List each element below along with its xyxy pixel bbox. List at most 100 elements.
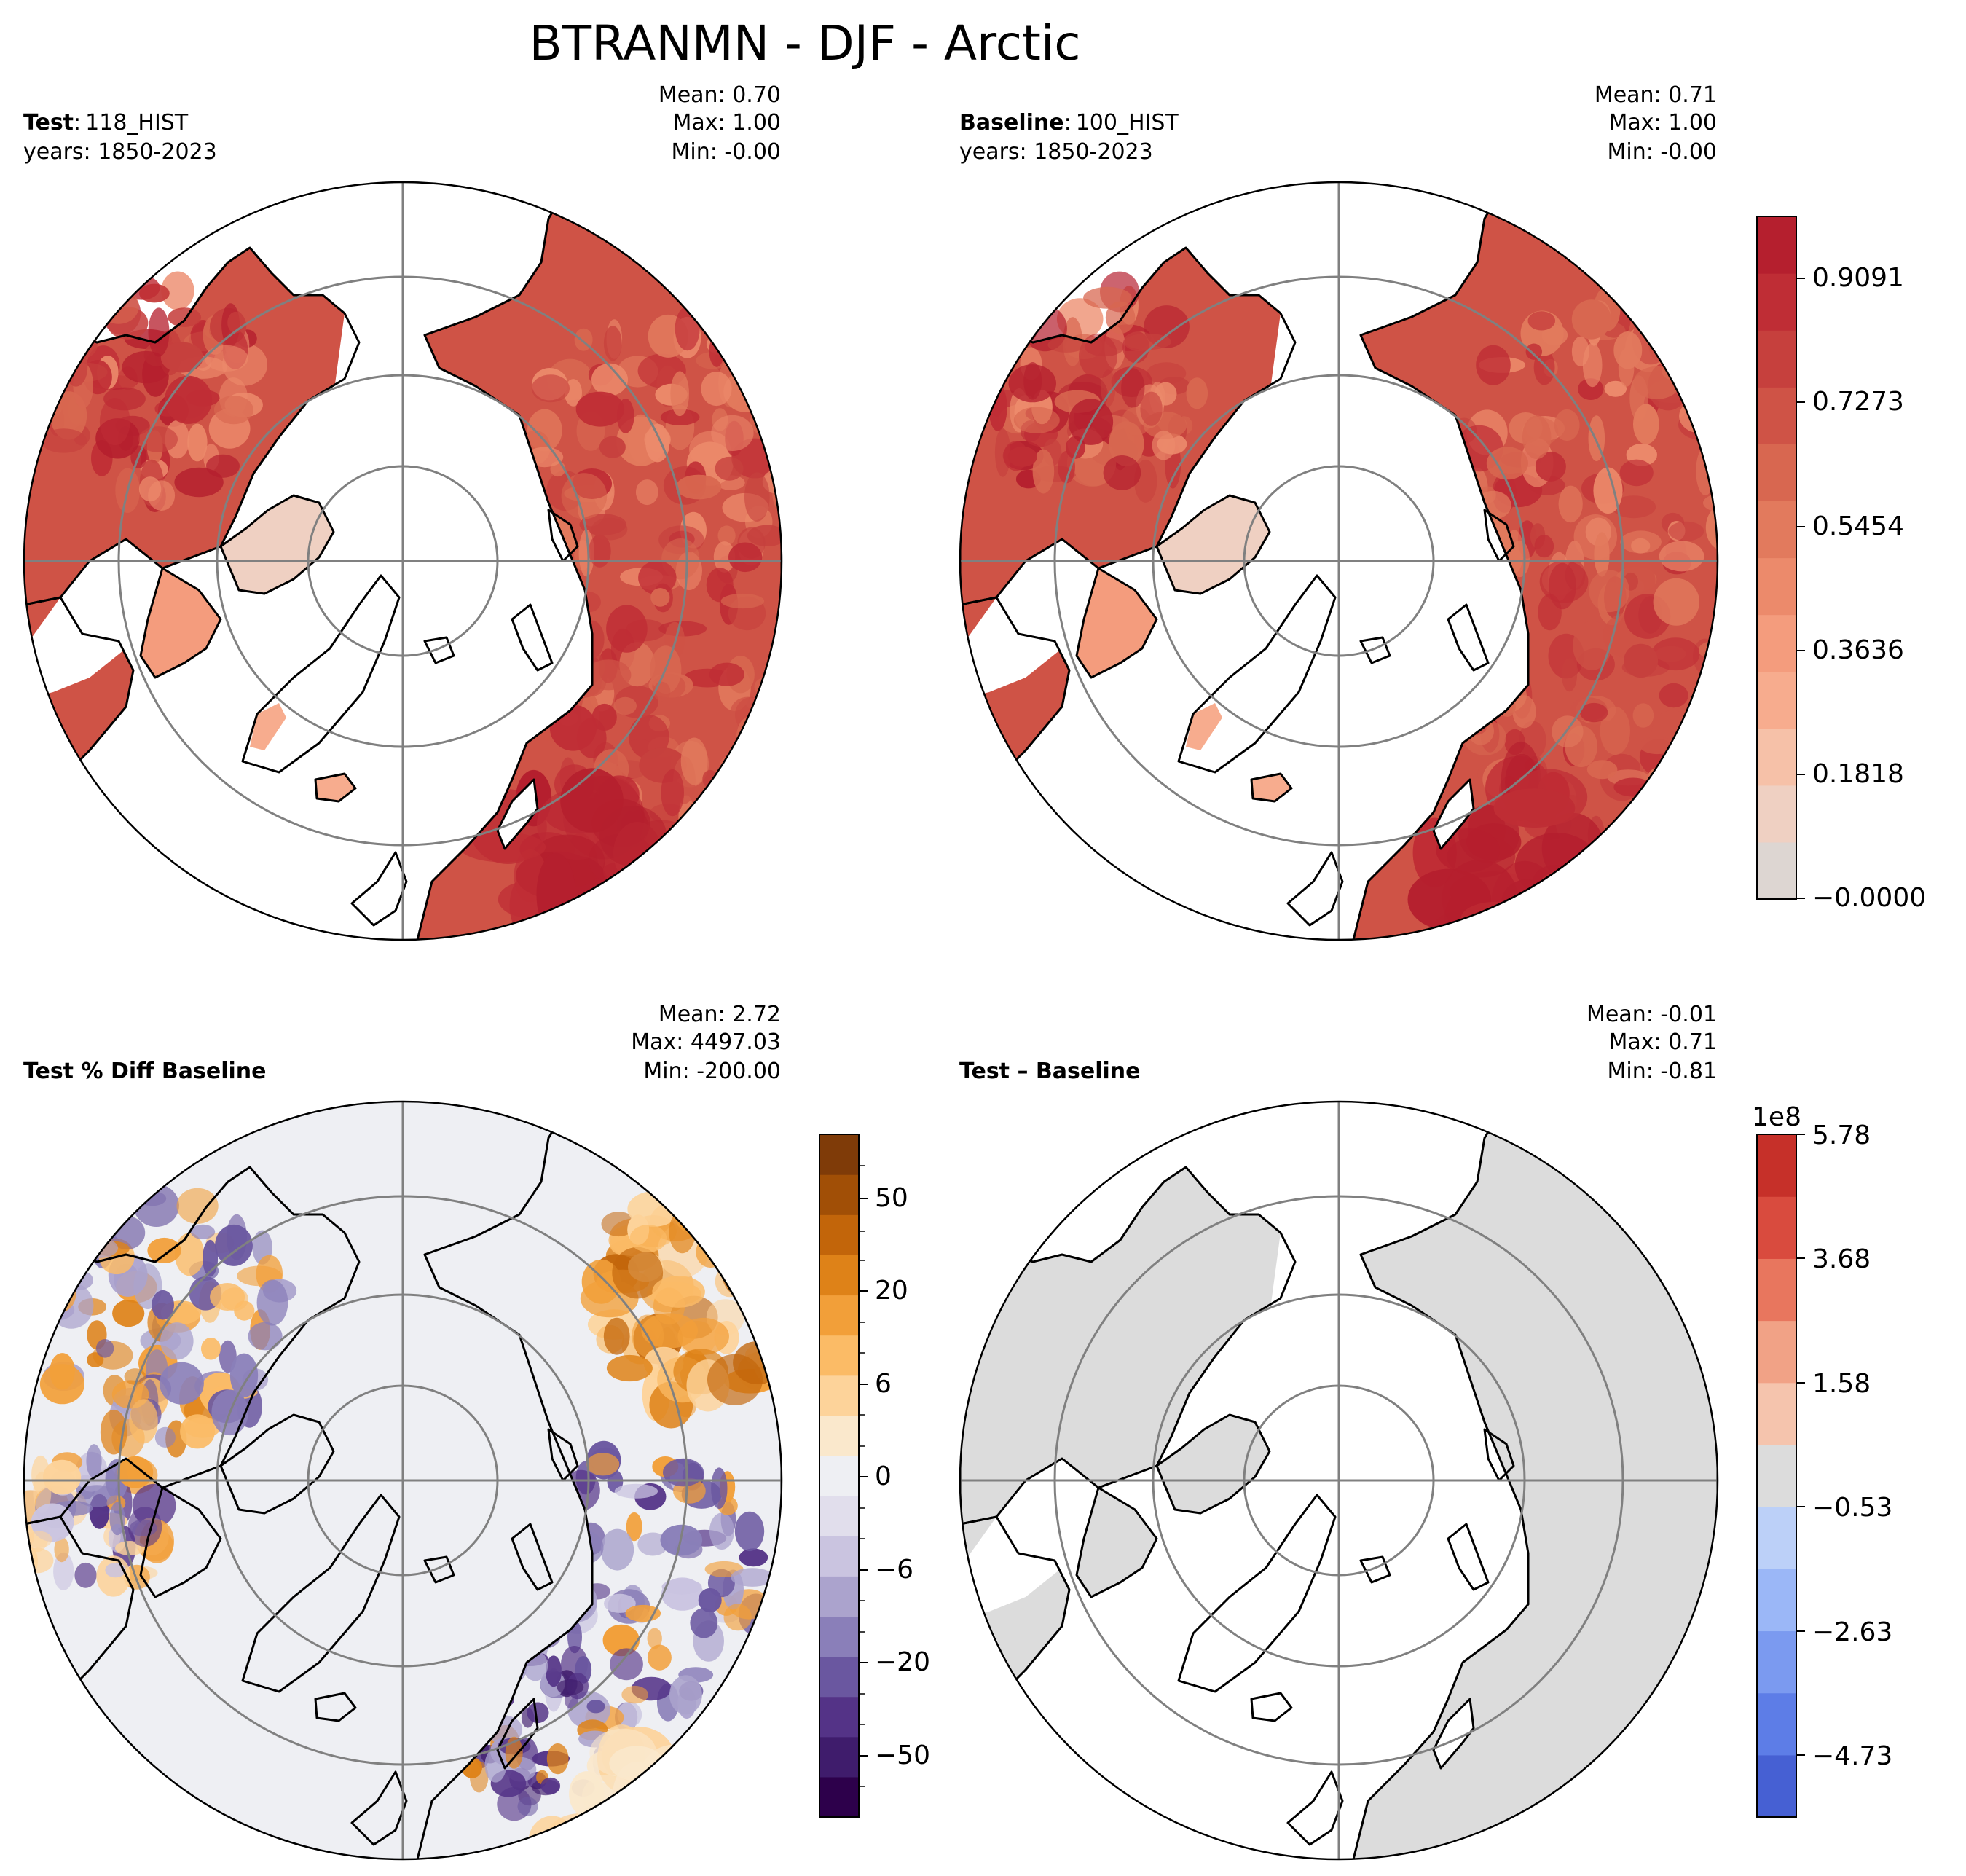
field-patch: [1655, 645, 1686, 662]
field-patch: [621, 1685, 648, 1704]
field-patch: [572, 891, 653, 931]
colorbar-tick-label: −50: [875, 1740, 930, 1770]
field-patch: [1703, 696, 1718, 722]
stat-mean: Mean: 0.71: [1595, 82, 1717, 108]
colorbar-band: [1757, 1134, 1796, 1197]
field-patch: [619, 1813, 680, 1859]
field-patch: [1691, 765, 1718, 793]
colorbar-bands: [819, 1134, 859, 1818]
iceland: [315, 774, 355, 801]
colorbar-band: [1757, 1320, 1796, 1384]
field-patch: [1140, 391, 1163, 426]
field-patch: [527, 1702, 549, 1724]
coastline-nAmerica: [24, 246, 361, 606]
field-patch: [660, 409, 700, 425]
field-patch: [1527, 311, 1556, 331]
field-patch: [1525, 343, 1542, 360]
field-patch: [546, 1655, 562, 1687]
field-patch: [1693, 347, 1718, 388]
field-patch: [229, 1353, 259, 1398]
field-patch: [1493, 788, 1576, 828]
coastline-archipelago: [219, 494, 335, 595]
coastline-nAmerica: [24, 1166, 361, 1526]
coastline-layer: [960, 182, 1718, 940]
field-patch: [536, 852, 576, 936]
field-patch: [569, 1771, 605, 1817]
field-patch: [589, 534, 611, 568]
field-patch: [1552, 864, 1630, 907]
colorbar-band: [1757, 330, 1796, 388]
field-patch: [154, 1426, 176, 1448]
field-patch: [715, 456, 744, 481]
field-patch: [736, 718, 758, 764]
field-patch: [606, 1354, 653, 1382]
field-patch: [730, 696, 766, 729]
land-archipelago: [1157, 1415, 1270, 1513]
coastline-scandinaviaGap: [496, 778, 539, 850]
field-patch: [1152, 430, 1176, 460]
coastline-layer: [960, 1102, 1718, 1859]
coastline-britain: [1286, 1770, 1344, 1846]
field-patch: [1679, 399, 1718, 433]
colorbar-band: [819, 1134, 859, 1175]
field-patch: [1058, 450, 1075, 484]
colorbar-frame: [819, 1134, 860, 1818]
field-patch: [1665, 785, 1683, 820]
field-patch: [663, 1458, 704, 1487]
field-patch: [759, 1263, 782, 1322]
field-patch: [160, 342, 203, 373]
coastline-archipelago: [219, 1413, 335, 1515]
coastline-svalbard: [1359, 1555, 1391, 1584]
field-patch: [604, 1593, 636, 1613]
colorbar-band: [1757, 216, 1796, 274]
field-patch: [739, 748, 763, 777]
colorbar-band: [1757, 557, 1796, 616]
field-patch: [122, 350, 170, 384]
field-patch: [39, 1273, 76, 1314]
field-patch: [626, 1512, 642, 1542]
colorbar-band: [1757, 728, 1796, 786]
colorbar-band: [819, 1656, 859, 1698]
field-patch: [644, 427, 671, 452]
field-patch: [1538, 883, 1619, 940]
field-patch: [581, 1259, 621, 1304]
land-hudsonRim: [1077, 568, 1157, 678]
coastline-scandinaviaGap: [496, 1698, 539, 1770]
panel-label-rest: 118_HIST: [85, 110, 189, 136]
colorbar-main: 0.9091 0.7273 0.5454 0.3636 0.1818 −0.00…: [1756, 216, 1926, 913]
coastline-nAmerica: [960, 246, 1297, 606]
colorbar-band: [1757, 1692, 1796, 1756]
coastline-taimyr: [1483, 509, 1515, 562]
field-patch: [586, 1700, 605, 1714]
field-patch: [1707, 643, 1718, 680]
field-patch: [586, 1453, 620, 1476]
arctic-ocean: [1255, 1233, 1528, 1859]
panel-label-sep: :: [1064, 110, 1072, 136]
field-patch: [531, 924, 595, 940]
field-patch: [594, 1857, 663, 1859]
field-patch: [723, 1204, 764, 1255]
field-patch: [613, 696, 637, 715]
field-patch: [711, 1467, 728, 1509]
stat-mean: Mean: -0.01: [1586, 1002, 1717, 1027]
field-patch: [661, 769, 684, 817]
panel-label: Test: 118_HIST: [23, 110, 189, 136]
field-patch: [701, 372, 732, 407]
field-patch: [1580, 702, 1608, 723]
field-patch: [152, 1290, 175, 1320]
field-patch: [1699, 669, 1718, 714]
field-patch: [206, 454, 240, 478]
field-patch: [771, 381, 782, 409]
field-patch: [1619, 459, 1654, 487]
field-patch: [24, 1547, 54, 1574]
colorbar-ticks: 0.9091 0.7273 0.5454 0.3636 0.1818 −0.00…: [1796, 263, 1926, 913]
field-patch: [616, 1817, 659, 1848]
field-patch: [774, 401, 782, 431]
graticule: [24, 1102, 782, 1859]
field-patch: [138, 426, 178, 452]
field-patch: [1186, 377, 1208, 409]
field-patch: [1678, 738, 1696, 760]
colorbar-band: [1757, 785, 1796, 843]
colorbar-band: [819, 1455, 859, 1496]
